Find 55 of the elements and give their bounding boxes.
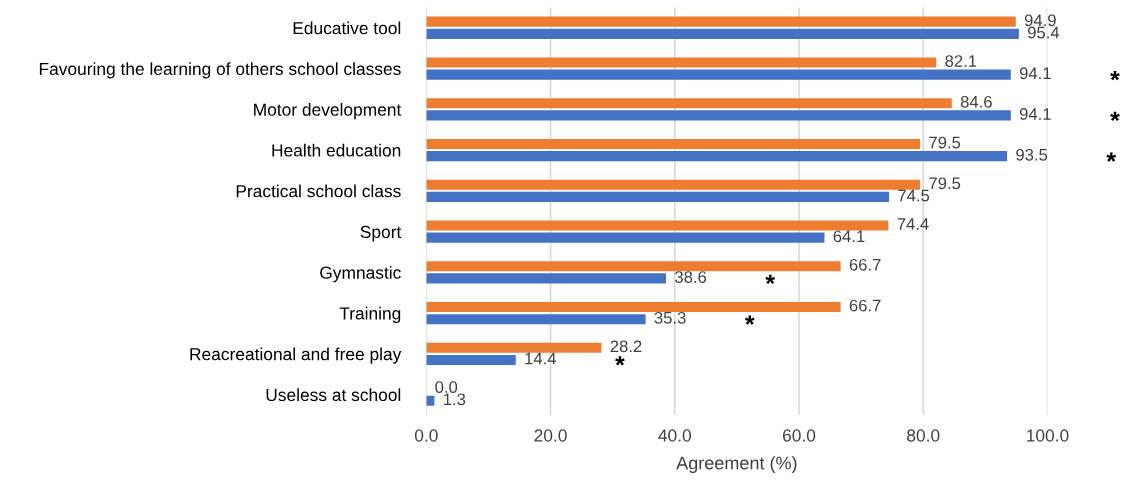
bar — [426, 232, 825, 243]
y-tick-label: Educative tool — [293, 21, 401, 35]
bar — [426, 301, 841, 313]
data-label: 28.2 — [610, 340, 642, 353]
y-tick-label: Useless at school — [266, 388, 401, 402]
data-label: 94.9 — [1024, 14, 1056, 27]
x-tick-label: 40.0 — [658, 429, 691, 442]
data-label: 84.6 — [960, 95, 992, 108]
x-axis-title: Agreement (%) — [676, 456, 797, 474]
bar — [426, 273, 667, 284]
bar — [426, 57, 937, 68]
y-tick-label: Practical school class — [236, 184, 401, 198]
bar — [426, 179, 921, 190]
text: 35.3 * — [654, 311, 755, 325]
bar — [426, 220, 889, 231]
x-tick-label: 80.0 — [907, 429, 940, 442]
text: 14.4 * — [525, 352, 625, 366]
y-tick-label: Reacreational and free play — [190, 347, 402, 364]
y-tick-label: Health education — [272, 143, 401, 157]
text: 94.1 * — [1019, 108, 1120, 121]
bar — [426, 261, 841, 272]
data-label: 74.4 — [897, 218, 929, 230]
text: 38.6 * — [675, 271, 776, 284]
bar — [426, 342, 602, 353]
bar — [426, 28, 1019, 40]
data-label: 0.0 — [435, 381, 458, 393]
x-tick-label: 60.0 — [782, 429, 816, 442]
bar — [426, 98, 952, 109]
data-label: 95.4 — [1027, 26, 1060, 39]
bar — [426, 354, 516, 366]
bar — [426, 69, 1011, 80]
data-label: 66.7 — [849, 299, 881, 312]
data-label: 66.7 — [849, 258, 881, 271]
y-tick-label: Training — [339, 306, 401, 323]
bar — [426, 151, 1008, 162]
text: 93.5 * — [1016, 148, 1117, 162]
data-label: 82.1 — [945, 55, 977, 67]
data-label: 1.3 — [443, 393, 466, 406]
data-label: 79.5 — [929, 177, 961, 190]
bar — [426, 110, 1011, 121]
y-tick-label: Gymnastic — [320, 266, 401, 283]
bar — [426, 16, 1016, 27]
bar — [426, 138, 921, 150]
y-tick-label: Sport — [360, 225, 402, 242]
y-tick-label: Motor development — [254, 103, 402, 120]
x-tick-label: 0.0 — [414, 429, 438, 442]
data-label: 79.5 — [929, 136, 961, 149]
data-label: 74.5 — [898, 189, 930, 202]
y-tick-label: Favouring the learning of others school classes — [39, 62, 401, 79]
bar — [426, 191, 890, 203]
x-tick-label: 100.0 — [1027, 429, 1069, 442]
text: 94.1 * — [1019, 67, 1120, 81]
bar — [426, 314, 646, 325]
data-label: 64.1 — [833, 230, 865, 243]
x-tick-label: 20.0 — [534, 429, 567, 442]
